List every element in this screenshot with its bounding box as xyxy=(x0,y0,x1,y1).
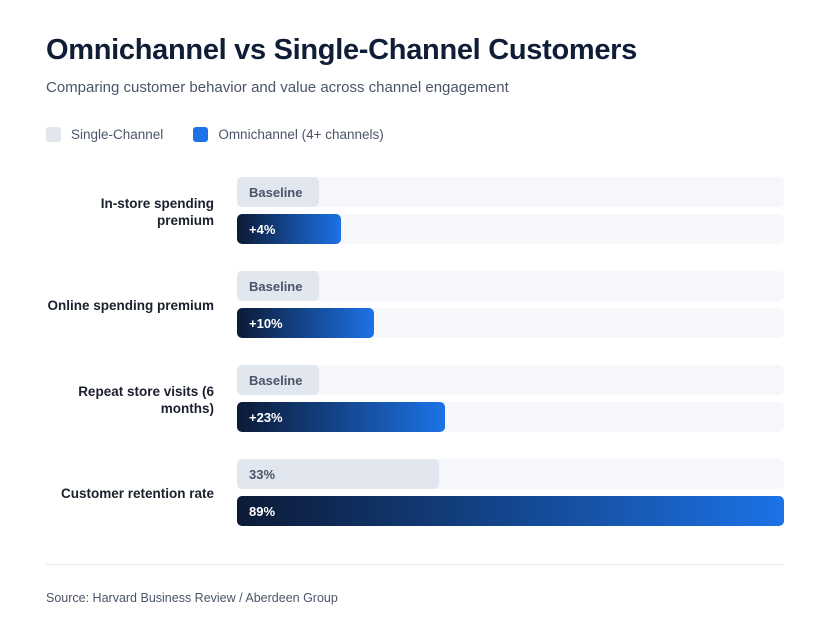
bar-track: +23% xyxy=(237,402,784,432)
bar-single-channel: Baseline xyxy=(237,177,320,207)
data-label: +4% xyxy=(249,221,276,237)
chart-row: In-store spending premium Baseline +4% xyxy=(0,177,835,245)
bar-track: Baseline xyxy=(237,365,784,395)
data-label: 89% xyxy=(249,503,276,519)
category-label: Online spending premium xyxy=(47,298,214,313)
legend-swatch-single xyxy=(46,127,61,142)
bar-track: +4% xyxy=(237,214,784,244)
chart-row: Online spending premium Baseline +10% xyxy=(0,271,835,339)
data-label: Baseline xyxy=(249,184,303,200)
bar-track: 89% xyxy=(237,496,784,526)
data-label: +23% xyxy=(249,409,283,425)
data-label: 33% xyxy=(249,466,276,482)
bar-single-channel: 33% xyxy=(237,459,440,489)
bar-track: +10% xyxy=(237,308,784,338)
bar-omnichannel: +10% xyxy=(237,308,374,338)
legend: Single-Channel Omnichannel (4+ channels) xyxy=(46,127,384,142)
legend-item-single: Single-Channel xyxy=(46,127,163,142)
legend-label: Single-Channel xyxy=(71,127,164,142)
chart-subtitle: Comparing customer behavior and value ac… xyxy=(46,79,509,96)
bar-omnichannel: +23% xyxy=(237,402,445,432)
bar-track: Baseline xyxy=(237,271,784,301)
source-note: Source: Harvard Business Review / Aberde… xyxy=(46,591,338,605)
chart-title: Omnichannel vs Single-Channel Customers xyxy=(46,34,637,66)
bar-track: 33% xyxy=(237,459,784,489)
data-label: +10% xyxy=(249,315,283,331)
category-label: Customer retention rate xyxy=(60,486,214,501)
legend-label: Omnichannel (4+ channels) xyxy=(218,127,384,142)
data-label: Baseline xyxy=(249,372,303,388)
bar-track: Baseline xyxy=(237,177,784,207)
legend-swatch-omni xyxy=(193,127,209,142)
divider xyxy=(46,564,784,565)
bar-single-channel: Baseline xyxy=(237,271,320,301)
data-label: Baseline xyxy=(249,278,303,294)
chart-row: Repeat store visits (6 months) Baseline … xyxy=(0,365,835,433)
bar-omnichannel: +4% xyxy=(237,214,341,244)
category-label: In-store spending premium xyxy=(100,196,214,228)
chart-row: Customer retention rate 33% 89% xyxy=(0,459,835,527)
legend-item-omni: Omnichannel (4+ channels) xyxy=(193,127,384,142)
bar-omnichannel: 89% xyxy=(237,496,784,526)
bar-single-channel: Baseline xyxy=(237,365,320,395)
category-label: Repeat store visits (6 months) xyxy=(78,384,214,416)
